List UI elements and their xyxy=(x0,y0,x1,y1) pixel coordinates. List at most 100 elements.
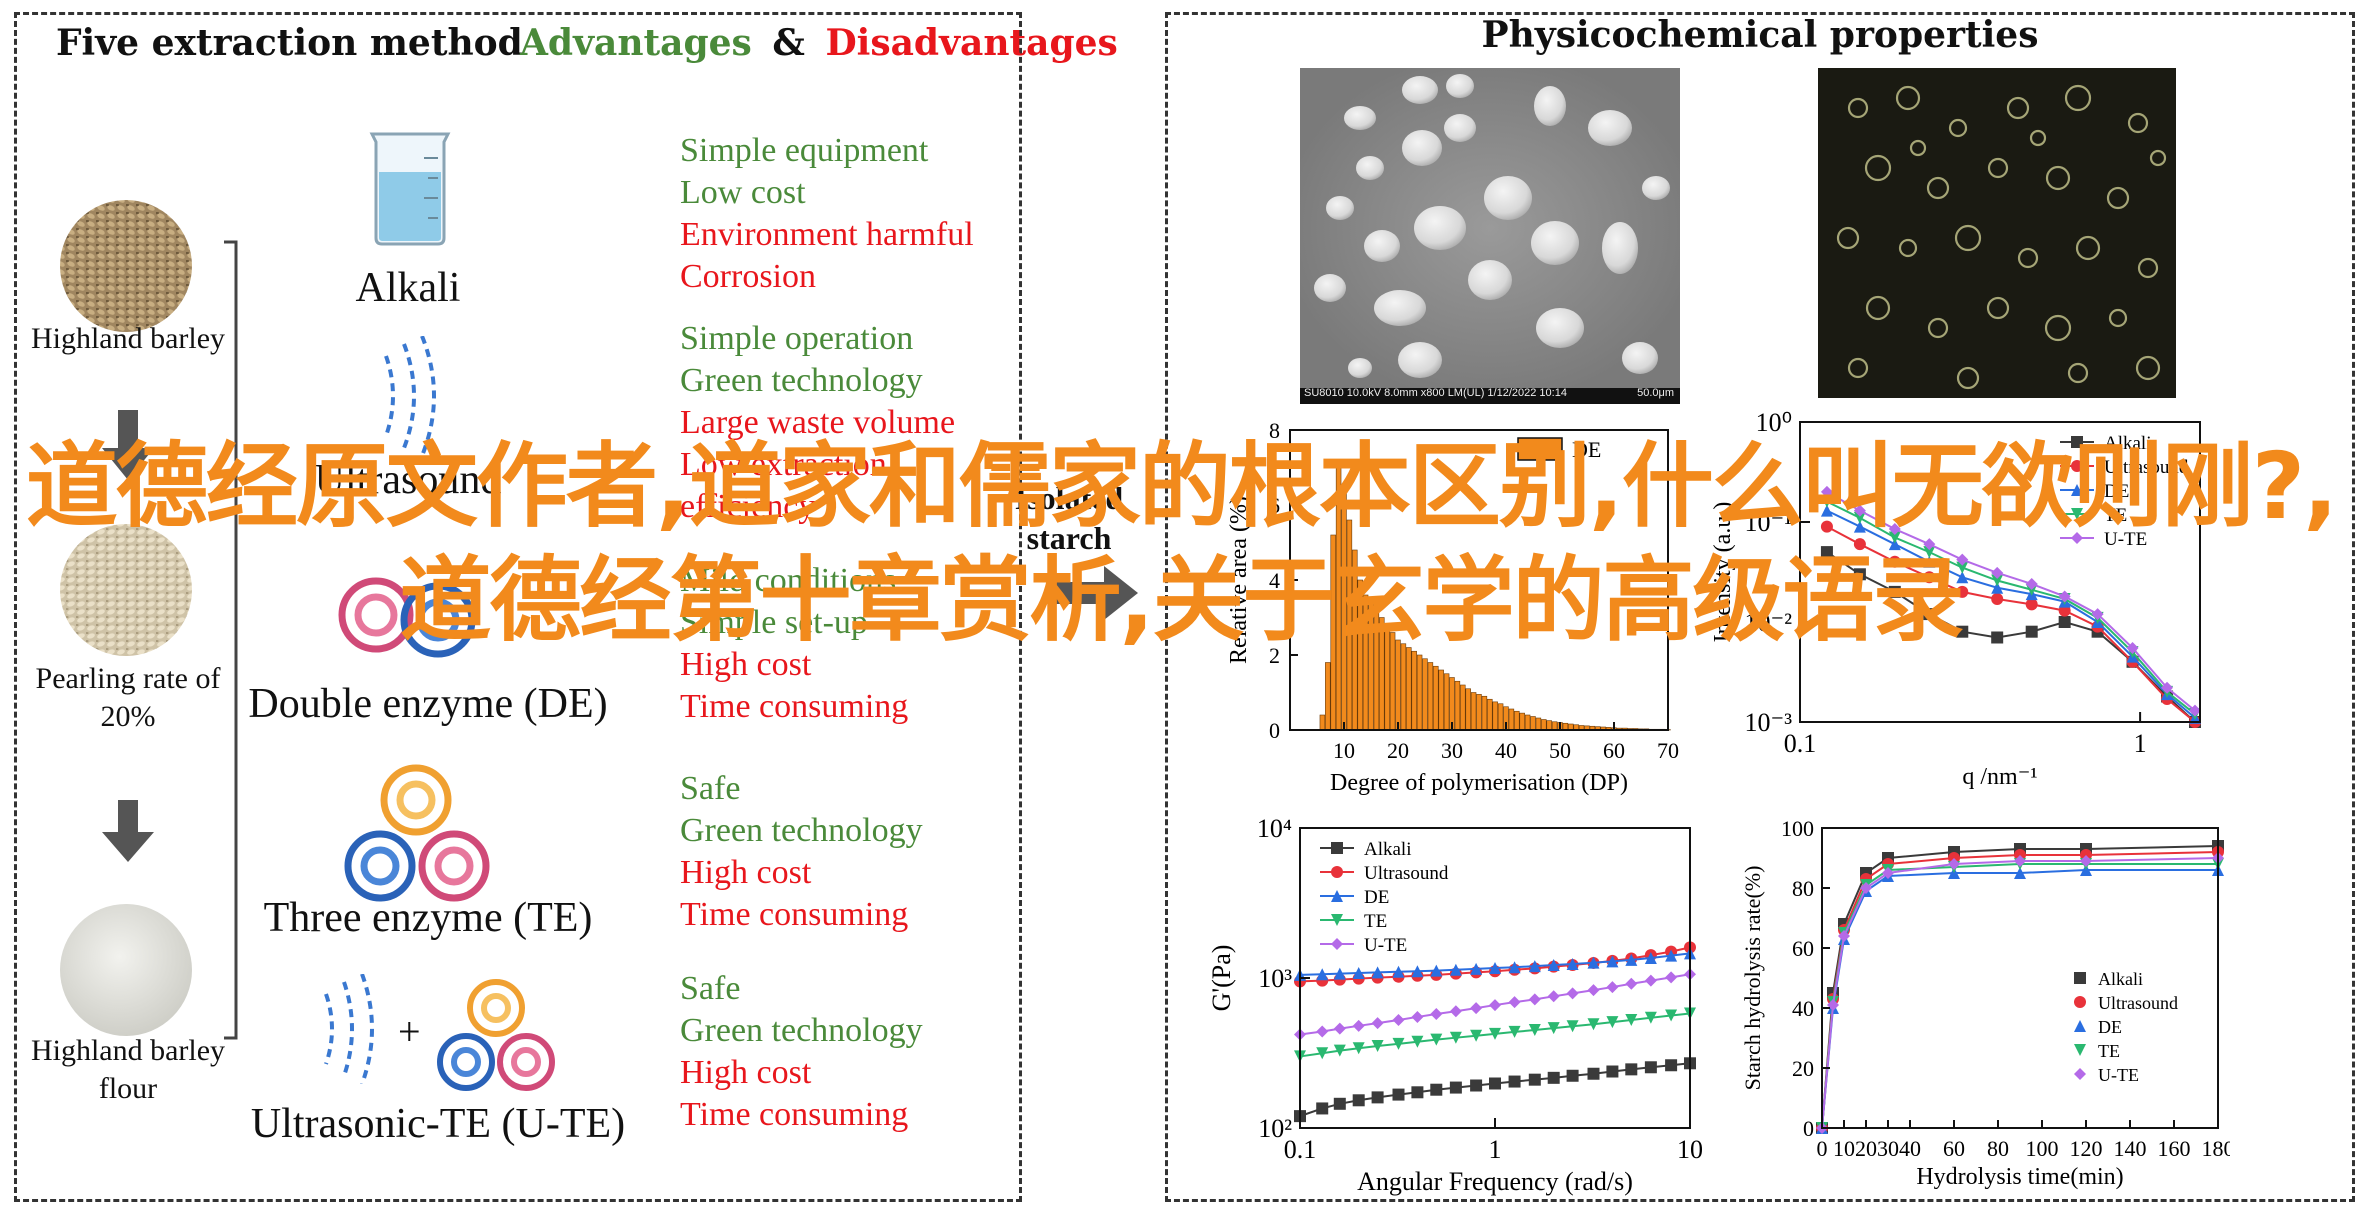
data-point xyxy=(2074,996,2086,1008)
data-point xyxy=(1625,977,1638,990)
histogram-bar xyxy=(1433,665,1439,731)
histogram-bar xyxy=(1460,684,1466,731)
tick-label: 40 xyxy=(1495,738,1517,763)
tick-label: 10 xyxy=(1833,1136,1855,1161)
data-point xyxy=(1820,485,1833,498)
tick-label: 10 xyxy=(1677,1135,1703,1164)
data-point xyxy=(1528,993,1541,1006)
histogram-bar xyxy=(1487,698,1493,731)
point-item: Time consuming xyxy=(680,896,909,933)
data-point xyxy=(1820,546,1833,559)
tick-label: 1 xyxy=(2134,729,2147,758)
point-item: Simple operation xyxy=(680,320,914,357)
data-point xyxy=(1430,1008,1443,1021)
histogram-bar xyxy=(1465,688,1471,731)
data-point xyxy=(2126,641,2139,654)
raw-label-flour: Highland barley flour xyxy=(30,1034,226,1105)
ultrasound-wave-icon xyxy=(366,335,456,460)
data-point xyxy=(1489,962,1501,975)
series-line xyxy=(1826,500,2196,715)
method-name-te: Three enzyme (TE) xyxy=(263,895,593,941)
point-item: High cost xyxy=(680,1054,812,1091)
histogram-bar xyxy=(1368,602,1374,731)
data-point xyxy=(1449,1031,1462,1044)
data-point xyxy=(1331,938,1343,950)
saxs-chart: 0.1 1 10⁰ 10⁻¹ 10⁻² 10⁻³ Alkali Ultrasound DE TE… xyxy=(1710,408,2201,790)
raw-label-barley: Highland barley xyxy=(30,322,226,355)
histogram-bar xyxy=(1319,714,1326,731)
data-point xyxy=(1470,1002,1483,1015)
histogram-bar xyxy=(1470,692,1477,731)
data-point xyxy=(1956,625,1969,638)
points-ultrasound: Simple operation Green technology Large … xyxy=(680,318,955,528)
data-point xyxy=(2025,598,2038,611)
data-point xyxy=(1991,574,2004,587)
data-point xyxy=(1853,538,1866,551)
legend-item: Ultrasound xyxy=(2104,457,2189,478)
point-item: Green technology xyxy=(680,362,923,399)
tick-label: 0.1 xyxy=(1284,1135,1317,1164)
histogram-bar xyxy=(1357,579,1363,731)
data-point xyxy=(1392,1088,1405,1101)
data-point xyxy=(2074,972,2086,984)
point-item: Low cost xyxy=(680,174,806,211)
isolated-starch-label: Isolated starch xyxy=(1014,480,1124,556)
data-point xyxy=(1888,523,1901,536)
histogram-bar xyxy=(1400,643,1407,731)
data-point xyxy=(1882,867,1894,879)
down-arrow-icon xyxy=(102,410,154,484)
data-point xyxy=(1665,971,1678,984)
tick-label: 10⁰ xyxy=(1756,408,1792,437)
tick-label: 20 xyxy=(1387,738,1409,763)
data-point xyxy=(1331,842,1343,854)
tick-label: 10² xyxy=(1258,1114,1292,1143)
data-point xyxy=(1547,990,1560,1003)
raw-label-pearling: Pearling rate of 20% xyxy=(35,662,221,733)
data-point xyxy=(1331,866,1343,878)
data-point xyxy=(1853,504,1866,517)
legend-item: U-TE xyxy=(1364,935,1407,956)
panel-title-physicochemical: Physicochemical properties xyxy=(1481,14,2039,56)
three-enzyme-icon xyxy=(336,760,496,914)
data-point xyxy=(2025,625,2038,638)
data-point xyxy=(1587,956,1600,969)
data-point xyxy=(1853,568,1866,581)
series-line xyxy=(1826,509,2196,719)
data-point xyxy=(1352,966,1365,979)
tick-label: 10⁻³ xyxy=(1744,708,1792,737)
data-point xyxy=(1923,571,1936,584)
histogram-bar xyxy=(1416,654,1423,731)
tick-label: 60 xyxy=(1603,738,1625,763)
sem-image: SU8010 10.0kV 8.0mm x800 LM(UL) 1/12/202… xyxy=(1300,68,1680,404)
tick-label: 140 xyxy=(2114,1136,2147,1161)
data-point xyxy=(1470,1029,1483,1042)
data-point xyxy=(1587,984,1600,997)
histogram-bar xyxy=(1443,673,1450,731)
point-item: Mild conditions xyxy=(680,562,897,599)
barley-flour-image xyxy=(56,900,196,1040)
data-point xyxy=(1392,965,1405,978)
points-ute: Safe Green technology High cost Time con… xyxy=(680,968,923,1136)
series-line xyxy=(1826,525,2196,723)
data-point xyxy=(1665,1009,1678,1022)
point-item: Corrosion xyxy=(680,258,816,295)
x-axis-label: Hydrolysis time(min) xyxy=(1916,1164,2123,1190)
data-point xyxy=(1316,1102,1329,1115)
sem-caption: SU8010 10.0kV 8.0mm x800 LM(UL) 1/12/202… xyxy=(1304,387,1567,399)
legend-item: TE xyxy=(2104,505,2127,526)
tick-label: 60 xyxy=(1943,1136,1965,1161)
data-point xyxy=(2071,532,2083,544)
tick-label: 10⁴ xyxy=(1257,814,1292,843)
data-point xyxy=(1528,1024,1541,1037)
data-point xyxy=(1644,951,1657,964)
histogram-bar xyxy=(1411,650,1417,731)
histogram-bar xyxy=(1422,658,1428,731)
y-axis-label: Intensity (a.u.) xyxy=(1710,502,1736,643)
data-point xyxy=(2091,608,2104,621)
data-point xyxy=(1606,981,1619,994)
x-axis-label: q /nm⁻¹ xyxy=(1962,764,2037,790)
data-point xyxy=(1333,967,1346,980)
histogram-bar xyxy=(1427,662,1434,731)
disadvantages-label: Disadvantages xyxy=(825,22,1118,64)
barley-grain-image xyxy=(56,196,196,336)
